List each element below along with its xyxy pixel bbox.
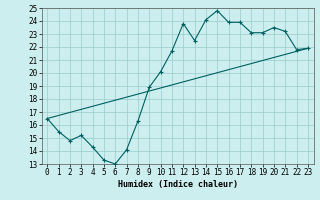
X-axis label: Humidex (Indice chaleur): Humidex (Indice chaleur) [118,180,237,189]
